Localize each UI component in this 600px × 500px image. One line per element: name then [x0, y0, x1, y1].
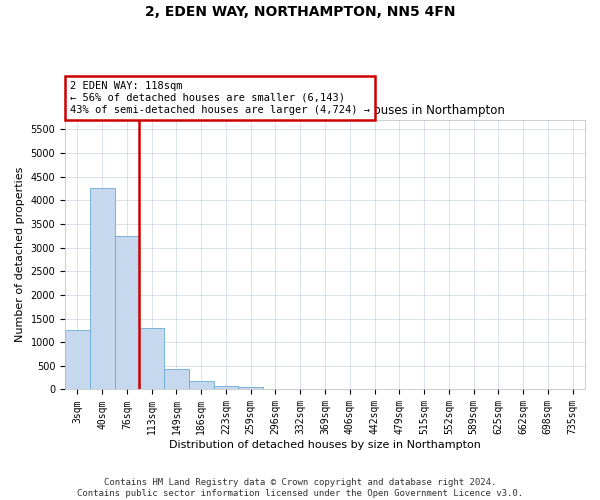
Bar — [164, 370, 189, 390]
Bar — [214, 386, 238, 390]
Text: 2, EDEN WAY, NORTHAMPTON, NN5 4FN: 2, EDEN WAY, NORTHAMPTON, NN5 4FN — [145, 5, 455, 19]
Y-axis label: Number of detached properties: Number of detached properties — [15, 167, 25, 342]
Bar — [189, 381, 214, 390]
Bar — [90, 188, 115, 390]
Bar — [139, 328, 164, 390]
Bar — [115, 236, 139, 390]
Bar — [238, 387, 263, 390]
Text: Contains HM Land Registry data © Crown copyright and database right 2024.
Contai: Contains HM Land Registry data © Crown c… — [77, 478, 523, 498]
Bar — [65, 330, 90, 390]
Title: Size of property relative to detached houses in Northampton: Size of property relative to detached ho… — [145, 104, 505, 118]
Text: 2 EDEN WAY: 118sqm
← 56% of detached houses are smaller (6,143)
43% of semi-deta: 2 EDEN WAY: 118sqm ← 56% of detached hou… — [70, 82, 370, 114]
X-axis label: Distribution of detached houses by size in Northampton: Distribution of detached houses by size … — [169, 440, 481, 450]
